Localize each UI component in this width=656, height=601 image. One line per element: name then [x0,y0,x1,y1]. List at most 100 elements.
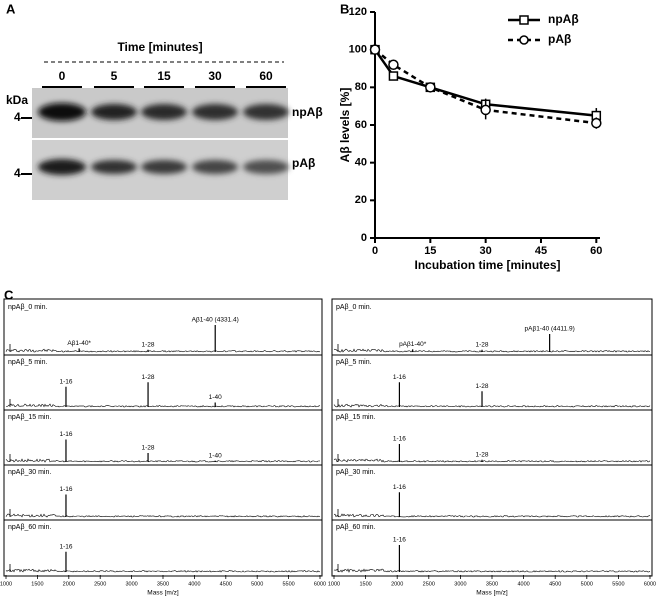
peak-label: 1-16 [393,374,406,381]
marker [425,82,436,93]
x-tick-label: 3000 [454,581,466,587]
x-tick-label: 4000 [188,581,200,587]
y-tick-label: 60 [355,119,367,131]
y-tick-label: 20 [355,194,367,206]
panel-label: B [340,1,349,16]
y-tick-label: 120 [349,6,367,18]
peak-label: 1-28 [142,374,155,381]
x-tick-label: 1500 [359,581,371,587]
x-tick-label: 2000 [63,581,75,587]
x-axis-label: Mass [m/z] [476,590,508,597]
lane-label: 60 [259,69,273,83]
baseline-noise [5,348,321,353]
blot-label: pAβ [292,156,315,170]
legend-label: npAβ [548,12,579,26]
peak-label: 1-16 [393,537,406,544]
peak-label: 1-16 [59,543,72,550]
baseline-noise [333,568,651,573]
spectrum-title: pAβ_5 min. [336,359,372,366]
x-tick-label: 5000 [581,581,593,587]
baseline-noise [333,348,651,353]
lane-label: 0 [59,69,66,83]
marker [388,71,399,81]
lane-label: 15 [157,69,171,83]
peak-label: 1-40 [209,394,222,401]
peak-label: 1-16 [59,486,72,493]
x-tick-label: 6000 [314,581,326,587]
baseline-noise [5,568,321,573]
x-tick-label: 1500 [31,581,43,587]
x-tick-label: 3000 [125,581,137,587]
peak-label: 1-16 [393,436,406,443]
baseline-noise [5,513,321,518]
spectrum-title: pAβ_60 min. [336,524,375,531]
peak-label: 1-28 [476,451,489,458]
peak-label: 1-16 [59,431,72,438]
spectrum-title: npAβ_30 min. [8,469,51,476]
y-tick-label: 80 [355,81,367,93]
panel-label: C [4,287,14,302]
spectrum-title: pAβ_0 min. [336,304,372,311]
spectrum-title: npAβ_60 min. [8,524,51,531]
x-tick-label: 2000 [391,581,403,587]
x-tick-label: 5500 [612,581,624,587]
baseline-noise [333,403,651,408]
x-tick-label: 0 [372,245,378,257]
peak-label: 1-40 [209,452,222,459]
peak-label: Aβ1-40 (4331.4) [192,317,239,324]
blot-label: npAβ [292,105,323,119]
x-tick-label: 4500 [220,581,232,587]
spectrum-title: pAβ_30 min. [336,469,375,476]
peak-label: Aβ1-40* [67,340,91,347]
marker-label: 4 [14,166,21,180]
baseline-noise [5,458,321,463]
lane-label: 5 [111,69,118,83]
y-tick-label: 100 [349,44,367,56]
peak-label: 1-16 [59,378,72,385]
peak-label: pAβ1-40* [399,341,427,348]
spectrum-title: npAβ_5 min. [8,359,47,366]
y-tick-label: 40 [355,157,367,169]
x-tick-label: 2500 [423,581,435,587]
legend-marker [519,15,529,25]
baseline-noise [5,403,321,408]
spectrum-title: npAβ_15 min. [8,414,51,421]
spectrum-frame [331,298,653,577]
peak-label: 1-28 [476,383,489,390]
x-tick-label: 3500 [157,581,169,587]
marker [369,44,381,55]
bands [38,103,289,175]
x-tick-label: 5000 [251,581,263,587]
marker [388,59,399,70]
peak-label: 1-16 [393,484,406,491]
x-tick-label: 60 [590,245,602,257]
spectrum-frame [3,298,323,577]
x-tick-label: 30 [480,245,492,257]
x-tick-label: 2500 [94,581,106,587]
x-tick-label: 3500 [486,581,498,587]
x-tick-label: 15 [424,245,436,257]
lane-label: 30 [208,69,222,83]
peak-label: 1-28 [476,341,489,348]
x-tick-label: 4000 [517,581,529,587]
panel-label: A [6,1,16,16]
gel-panel: Time [minutes] 0 5 15 30 60 kDa 4 4 npAβ… [6,40,323,200]
y-tick-label: 0 [361,232,367,244]
marker [591,117,602,129]
spectrum-title: pAβ_15 min. [336,414,375,421]
x-tick-label: 6000 [644,581,656,587]
x-axis-label: Mass [m/z] [147,590,179,597]
peak-label: pAβ1-40 (4411.9) [525,326,575,333]
y-axis-label: Aβ levels [%] [338,88,352,163]
unit-label: kDa [6,93,28,107]
legend-label: pAβ [548,32,571,46]
x-tick-label: 1000 [0,581,12,587]
spectrum-title: npAβ_0 min. [8,304,47,311]
x-tick-label: 5500 [282,581,294,587]
marker-label: 4 [14,110,21,124]
x-tick-label: 4500 [549,581,561,587]
baseline-noise [333,513,651,518]
legend-marker [519,35,529,45]
peak-label: 1-28 [142,341,155,348]
